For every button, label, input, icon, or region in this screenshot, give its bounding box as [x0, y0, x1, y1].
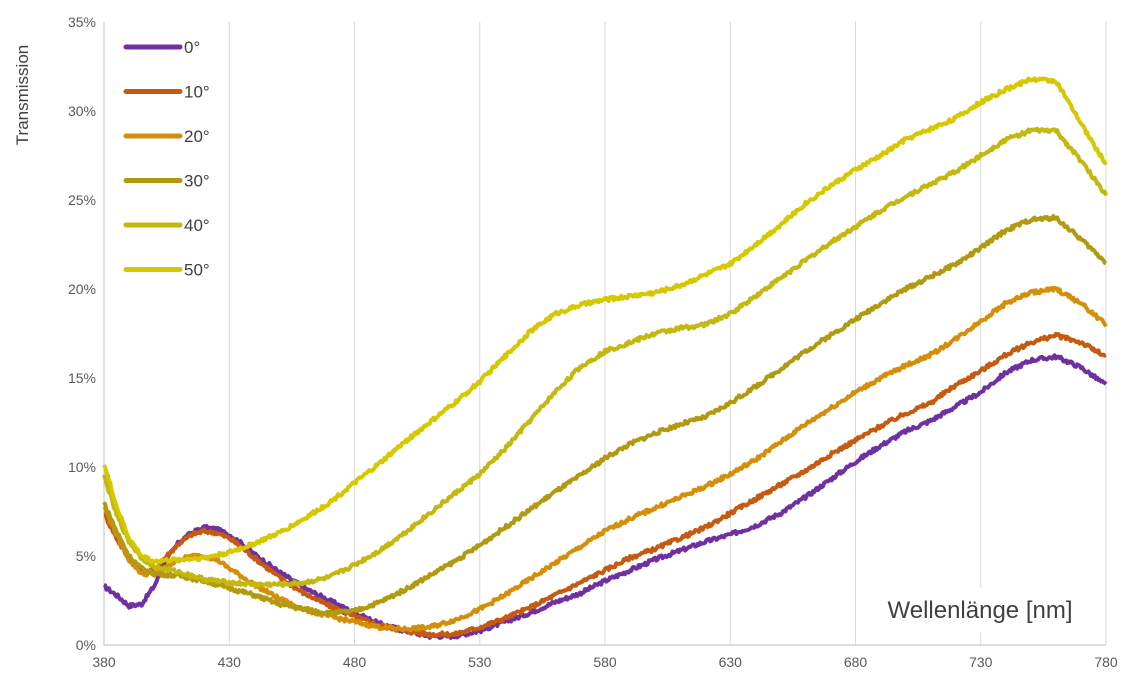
legend-label: 30° [184, 172, 210, 191]
legend-label: 40° [184, 216, 210, 235]
y-tick-label: 25% [68, 192, 96, 208]
y-tick-label: 5% [76, 548, 96, 564]
x-axis-title-background [862, 588, 1104, 632]
tick-labels: 380 430 480 530 580 630 680 730 780 0% 5% 10% 15% 20%… [68, 14, 1118, 670]
legend: 0° 10° 20° 30° 40° 50° [118, 32, 214, 280]
y-tick-label: 0% [76, 637, 96, 653]
x-tick-label: 530 [468, 654, 492, 670]
series-line-2 [102, 285, 1108, 633]
legend-label: 20° [184, 127, 210, 146]
axes [103, 22, 1106, 646]
x-tick-label: 480 [343, 654, 367, 670]
legend-label: 50° [184, 261, 210, 280]
x-axis-title-box: Wellenlänge [nm] [862, 588, 1104, 632]
y-tick-label: 30% [68, 103, 96, 119]
x-tick-label: 380 [92, 654, 116, 670]
series-line-0 [102, 353, 1108, 640]
y-tick-label: 35% [68, 14, 96, 30]
series-lines [102, 76, 1108, 640]
x-tick-label: 780 [1094, 654, 1118, 670]
legend-background [118, 32, 214, 274]
y-tick-label: 15% [68, 370, 96, 386]
series-line-4 [102, 126, 1108, 588]
legend-label: 10° [184, 83, 210, 102]
series-line-5 [102, 76, 1108, 565]
y-tick-label: 20% [68, 281, 96, 297]
series-line-3 [102, 214, 1108, 617]
x-tick-label: 630 [719, 654, 743, 670]
series-line-1 [103, 331, 1107, 639]
y-axis-title: Transmission [13, 45, 32, 145]
legend-label: 0° [184, 38, 200, 57]
x-tick-label: 730 [969, 654, 993, 670]
x-axis-title: Wellenlänge [nm] [888, 597, 1073, 624]
y-tick-label: 10% [68, 459, 96, 475]
gridlines [103, 22, 1107, 645]
x-tick-label: 680 [844, 654, 868, 670]
x-tick-label: 580 [593, 654, 617, 670]
x-tick-label: 430 [218, 654, 242, 670]
